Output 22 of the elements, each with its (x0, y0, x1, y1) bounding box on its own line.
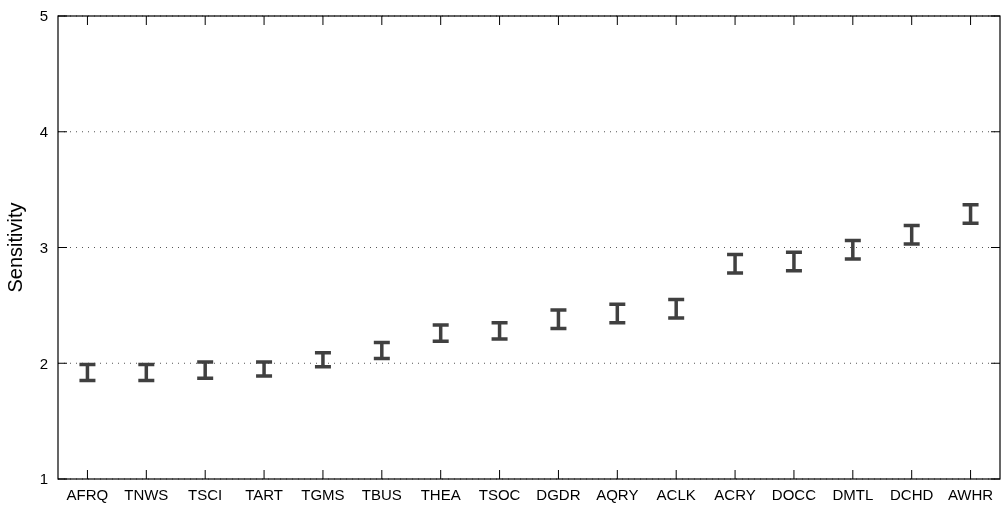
x-tick-label: AWHR (947, 486, 994, 503)
x-tick-label: DGDR (536, 486, 581, 503)
x-tick-label: TBUS (361, 486, 402, 503)
y-tick-label: 3 (39, 238, 48, 256)
x-tick-label: ACLK (656, 486, 696, 503)
y-tick-label: 1 (39, 470, 48, 488)
y-axis-title: Sensitivity (4, 202, 26, 293)
y-tick-label: 5 (39, 7, 48, 25)
x-tick-label: ACRY (714, 486, 756, 503)
x-tick-label: TART (245, 486, 283, 503)
x-tick-label: AFRQ (66, 486, 109, 503)
x-tick-label: DOCC (771, 486, 817, 503)
x-tick-label: TNWS (124, 486, 169, 503)
x-tick-label: TSOC (478, 486, 521, 503)
x-tick-label: DCHD (890, 486, 934, 503)
y-tick-label: 2 (39, 354, 48, 372)
x-tick-label: TGMS (301, 486, 345, 503)
x-tick-label: AQRY (596, 486, 639, 503)
x-tick-label: THEA (420, 486, 461, 503)
y-tick-label: 4 (39, 123, 48, 140)
x-tick-label: TSCI (188, 486, 223, 503)
x-tick-label: DMTL (832, 486, 874, 503)
